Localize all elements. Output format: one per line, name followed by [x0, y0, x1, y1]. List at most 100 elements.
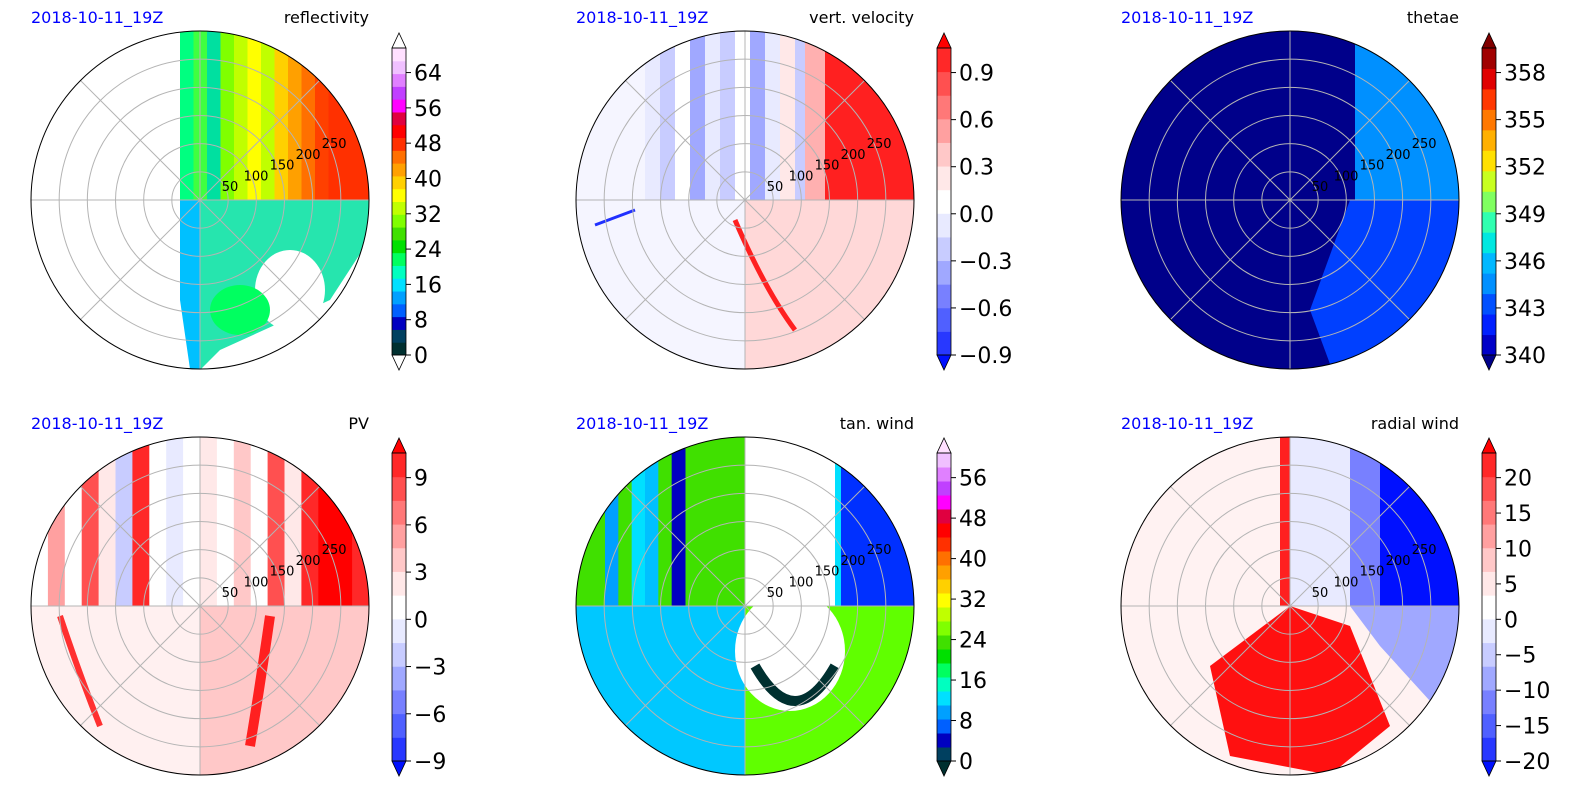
radial-tick-label: 50	[222, 180, 239, 195]
colorbar-tick-label: −5	[1504, 644, 1536, 669]
colorbar-extend-max	[936, 437, 952, 454]
radial-tick-label: 250	[1412, 543, 1437, 558]
colorbar-tick-label: 16	[414, 273, 442, 298]
field-region	[835, 437, 841, 606]
colorbar-segment	[937, 481, 951, 496]
field-region	[1350, 606, 1459, 701]
colorbar-segment	[1482, 476, 1496, 501]
colorbar-segment	[392, 86, 406, 100]
colorbar-segment	[937, 593, 951, 608]
field-stripe	[220, 31, 235, 200]
colorbar-segment	[937, 607, 951, 622]
colorbar-segment	[1482, 618, 1496, 644]
colorbar-extend-min	[391, 354, 407, 371]
field-stripe	[780, 31, 796, 200]
colorbar-extend-min	[1481, 760, 1497, 777]
colorbar-tick-label: 358	[1504, 62, 1546, 87]
field-band	[57, 615, 103, 728]
colorbar-segment	[937, 565, 951, 580]
colorbar-tick-label: 56	[414, 97, 442, 122]
colorbar-segment	[1482, 293, 1496, 315]
field-stripe	[284, 437, 302, 606]
panel-date-label: 2018-10-11_19Z	[1121, 8, 1253, 28]
colorbar: 340 343 346 349 352 355 358	[1481, 32, 1546, 371]
field-band	[750, 663, 840, 706]
field-stripe	[247, 31, 262, 200]
field-region	[840, 437, 914, 606]
colorbar-extend-min	[936, 760, 952, 777]
field-stripe	[765, 31, 781, 200]
colorbar-segment	[392, 618, 406, 644]
colorbar-segment	[937, 537, 951, 552]
grid-spoke	[1289, 80, 1410, 201]
field-stripe	[301, 31, 316, 200]
colorbar-segment	[392, 227, 406, 241]
grid-spoke	[80, 486, 201, 607]
colorbar-segment	[937, 635, 951, 650]
colorbar-segment	[392, 239, 406, 254]
field-stripe	[671, 437, 686, 606]
colorbar-segment	[937, 663, 951, 678]
colorbar-frame	[391, 452, 407, 762]
colorbar-tick-label: 8	[414, 309, 428, 334]
colorbar-tick-label: 349	[1504, 203, 1546, 228]
field-stripe	[115, 437, 133, 606]
field-stripe	[267, 437, 285, 606]
colorbar-segment	[937, 95, 951, 120]
colorbar-tick-label: −9	[414, 750, 446, 775]
colorbar-segment	[392, 642, 406, 667]
field-stripe	[328, 31, 343, 200]
grid-spoke	[625, 486, 746, 607]
field-region	[805, 31, 825, 200]
radial-tick-label: 200	[1386, 148, 1411, 163]
colorbar-tick-label: 352	[1504, 156, 1546, 181]
field-stripe	[645, 31, 661, 200]
colorbar-extend-max	[936, 32, 952, 49]
colorbar-segment	[1482, 547, 1496, 572]
colorbar-segment	[937, 523, 951, 538]
field-stripe	[64, 437, 83, 606]
colorbar-segment	[1482, 252, 1496, 274]
radial-tick-label: 200	[296, 148, 321, 163]
field-stripe	[631, 437, 646, 606]
colorbar-tick-label: 0	[959, 750, 973, 775]
colorbar-segment	[1482, 232, 1496, 254]
field-band	[245, 615, 275, 747]
colorbar-segment	[937, 71, 951, 96]
colorbar-segment	[937, 142, 951, 167]
colorbar-tick-label: 10	[1504, 537, 1532, 562]
field-stripe	[216, 437, 235, 606]
colorbar-segment	[1482, 273, 1496, 295]
colorbar-segment	[937, 649, 951, 664]
radial-tick-label: 150	[270, 159, 295, 174]
colorbar-segment	[392, 48, 406, 62]
panel-date-label: 2018-10-11_19Z	[576, 414, 708, 434]
colorbar-segment	[937, 495, 951, 510]
colorbar-segment	[937, 579, 951, 594]
colorbar-tick-label: −0.9	[959, 344, 1012, 369]
field-stripe	[274, 31, 289, 200]
polar-frame	[1120, 436, 1460, 776]
polar-frame	[1120, 30, 1460, 370]
field-stripe	[98, 437, 116, 606]
colorbar-segment	[392, 188, 406, 202]
colorbar-segment	[392, 595, 406, 620]
colorbar-segment	[937, 747, 951, 762]
colorbar-frame	[391, 47, 407, 356]
colorbar-segment	[392, 291, 406, 305]
field-stripe	[645, 437, 659, 606]
colorbar-tick-label: 16	[959, 669, 987, 694]
polar-frame	[575, 30, 915, 370]
colorbar-segment	[937, 733, 951, 748]
colorbar-segment	[1482, 666, 1496, 691]
radial-tick-label: 150	[815, 159, 840, 174]
colorbar-segment	[392, 150, 406, 164]
field-stripe	[250, 437, 269, 606]
colorbar-segment	[937, 691, 951, 706]
field-stripe	[132, 437, 150, 606]
colorbar-segment	[1482, 109, 1496, 131]
grid-spoke	[1289, 486, 1410, 607]
radial-tick-label: 50	[767, 180, 784, 195]
field-stripe	[166, 437, 184, 606]
